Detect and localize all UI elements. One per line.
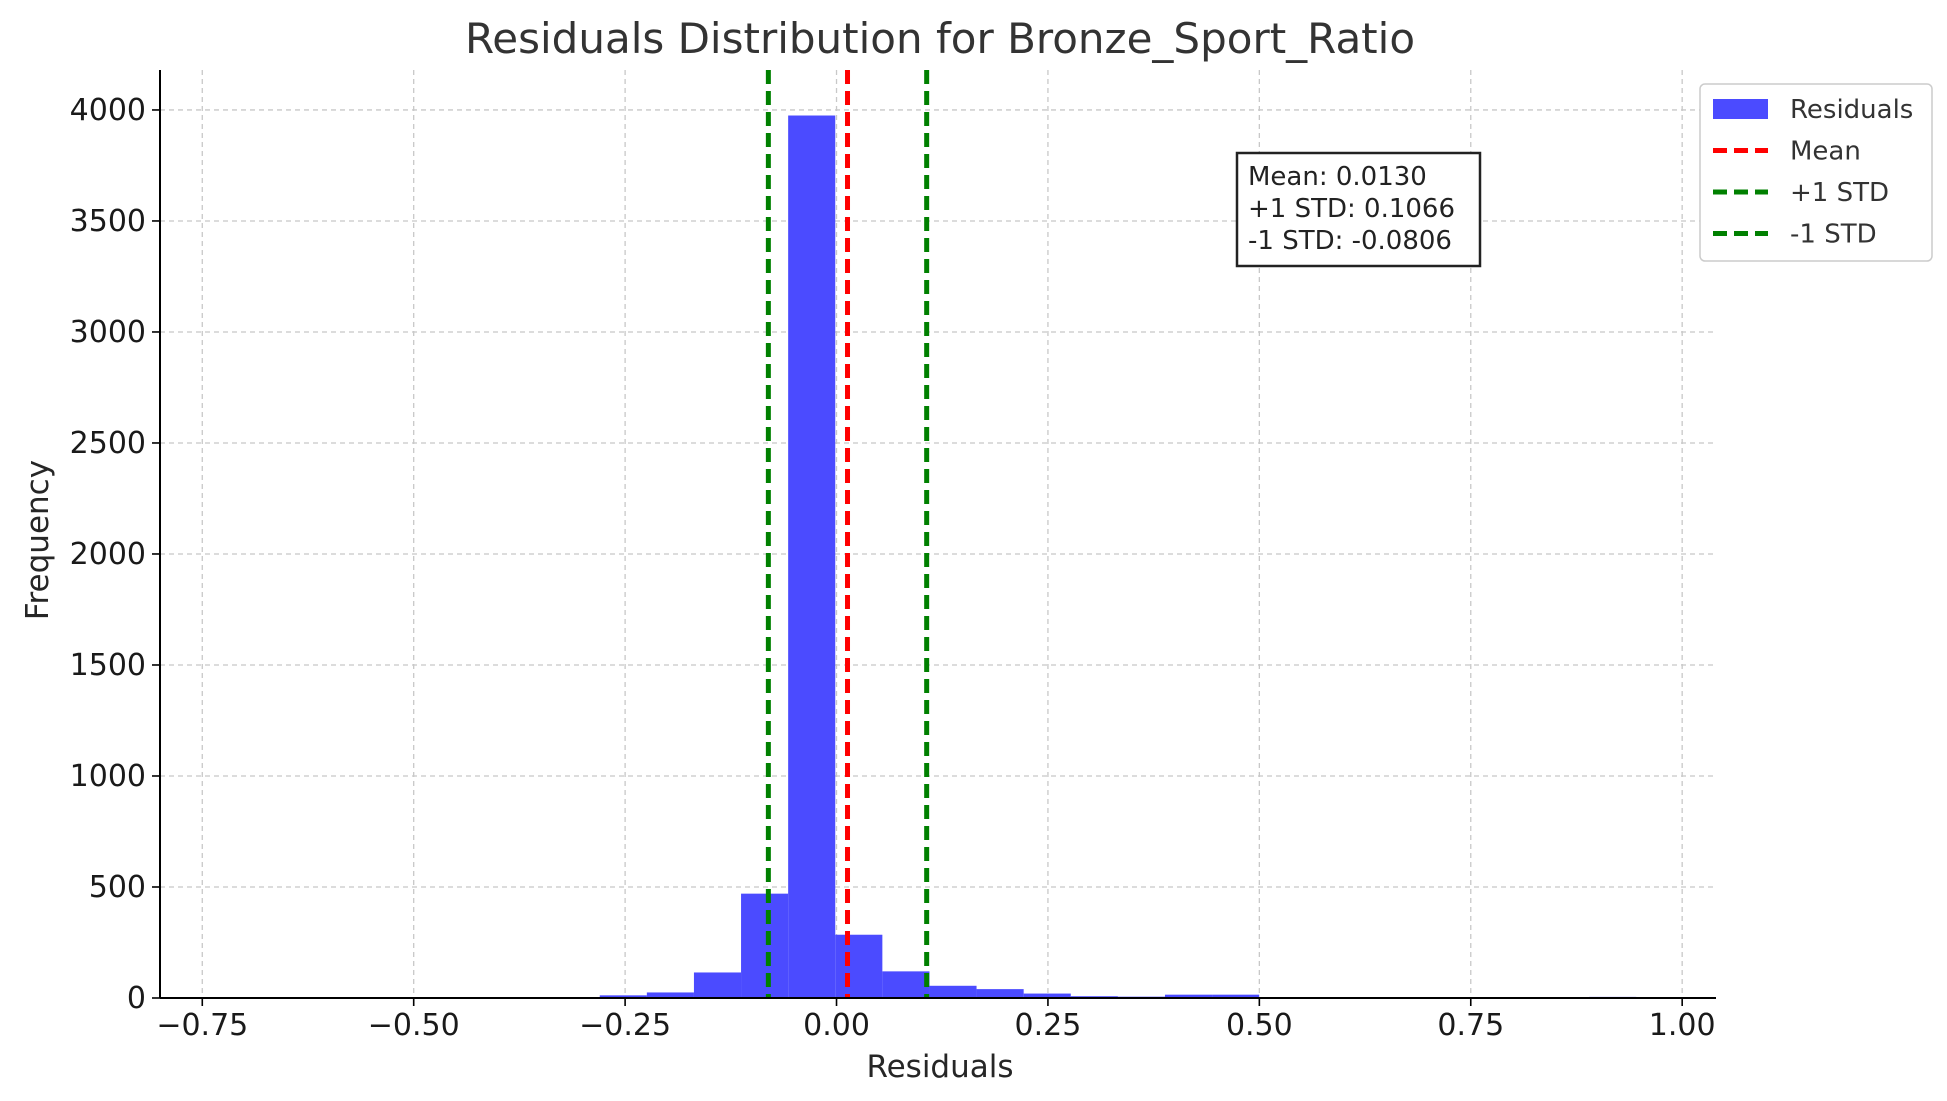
x-tick-label: −0.25 (579, 1008, 671, 1043)
y-tick-label: 3000 (70, 315, 146, 350)
legend-frame (1699, 83, 1933, 262)
x-tick-label: −0.50 (368, 1008, 460, 1043)
histogram-bar (1212, 994, 1260, 998)
y-tick-label: 500 (89, 870, 146, 905)
x-tick-labels: −0.75 −0.50 −0.25 0.00 0.25 0.50 0.75 1.00 (156, 1008, 1715, 1043)
histogram-bar (1164, 994, 1213, 998)
histogram-bar (1023, 993, 1071, 998)
legend-swatch (1713, 99, 1768, 119)
histogram-bar (882, 971, 930, 998)
legend: Residuals Mean +1 STD -1 STD (1699, 83, 1933, 262)
y-tick-label: 0 (127, 981, 146, 1016)
y-tick-label: 2500 (70, 426, 146, 461)
stats-line: Mean: 0.0130 (1248, 162, 1427, 192)
axes (152, 70, 1716, 1006)
stats-box-frame (1235, 151, 1482, 268)
grid (160, 70, 1716, 999)
y-axis-title: Frequency (20, 460, 56, 620)
x-tick-label: 1.00 (1649, 1008, 1716, 1043)
histogram-bars (599, 115, 1637, 998)
x-axis-title: Residuals (866, 1049, 1013, 1085)
histogram-bar (741, 893, 789, 998)
x-tick-label: 0.75 (1437, 1008, 1504, 1043)
stats-annotation-box: Mean: 0.0130+1 STD: 0.1066-1 STD: -0.080… (1235, 151, 1482, 268)
y-tick-label: 1500 (70, 648, 146, 683)
stats-line: -1 STD: -0.0806 (1248, 226, 1452, 256)
histogram-bar (976, 989, 1024, 998)
reference-lines (765, 70, 930, 998)
y-tick-label: 2000 (70, 537, 146, 572)
legend-label: +1 STD (1790, 178, 1889, 208)
histogram-bar (788, 115, 836, 998)
x-tick-label: 0.25 (1015, 1008, 1082, 1043)
stats-line: +1 STD: 0.1066 (1248, 194, 1455, 224)
chart-title: Residuals Distribution for Bronze_Sport_… (465, 14, 1415, 63)
x-tick-label: 0.50 (1226, 1008, 1293, 1043)
y-tick-label: 1000 (70, 759, 146, 794)
histogram-bar (835, 934, 883, 998)
histogram-bar (929, 985, 977, 998)
histogram-bar (693, 972, 742, 998)
legend-label: -1 STD (1790, 220, 1877, 250)
x-tick-label: −0.75 (156, 1008, 248, 1043)
legend-label: Mean (1790, 137, 1861, 167)
y-tick-label: 3500 (70, 204, 146, 239)
y-tick-labels: 0 500 1000 1500 2000 2500 3000 3500 4000 (70, 93, 146, 1016)
y-tick-label: 4000 (70, 93, 146, 128)
histogram-bar (646, 992, 694, 998)
x-tick-label: 0.00 (803, 1008, 870, 1043)
histogram-bar (599, 995, 647, 998)
legend-label: Residuals (1790, 95, 1913, 125)
